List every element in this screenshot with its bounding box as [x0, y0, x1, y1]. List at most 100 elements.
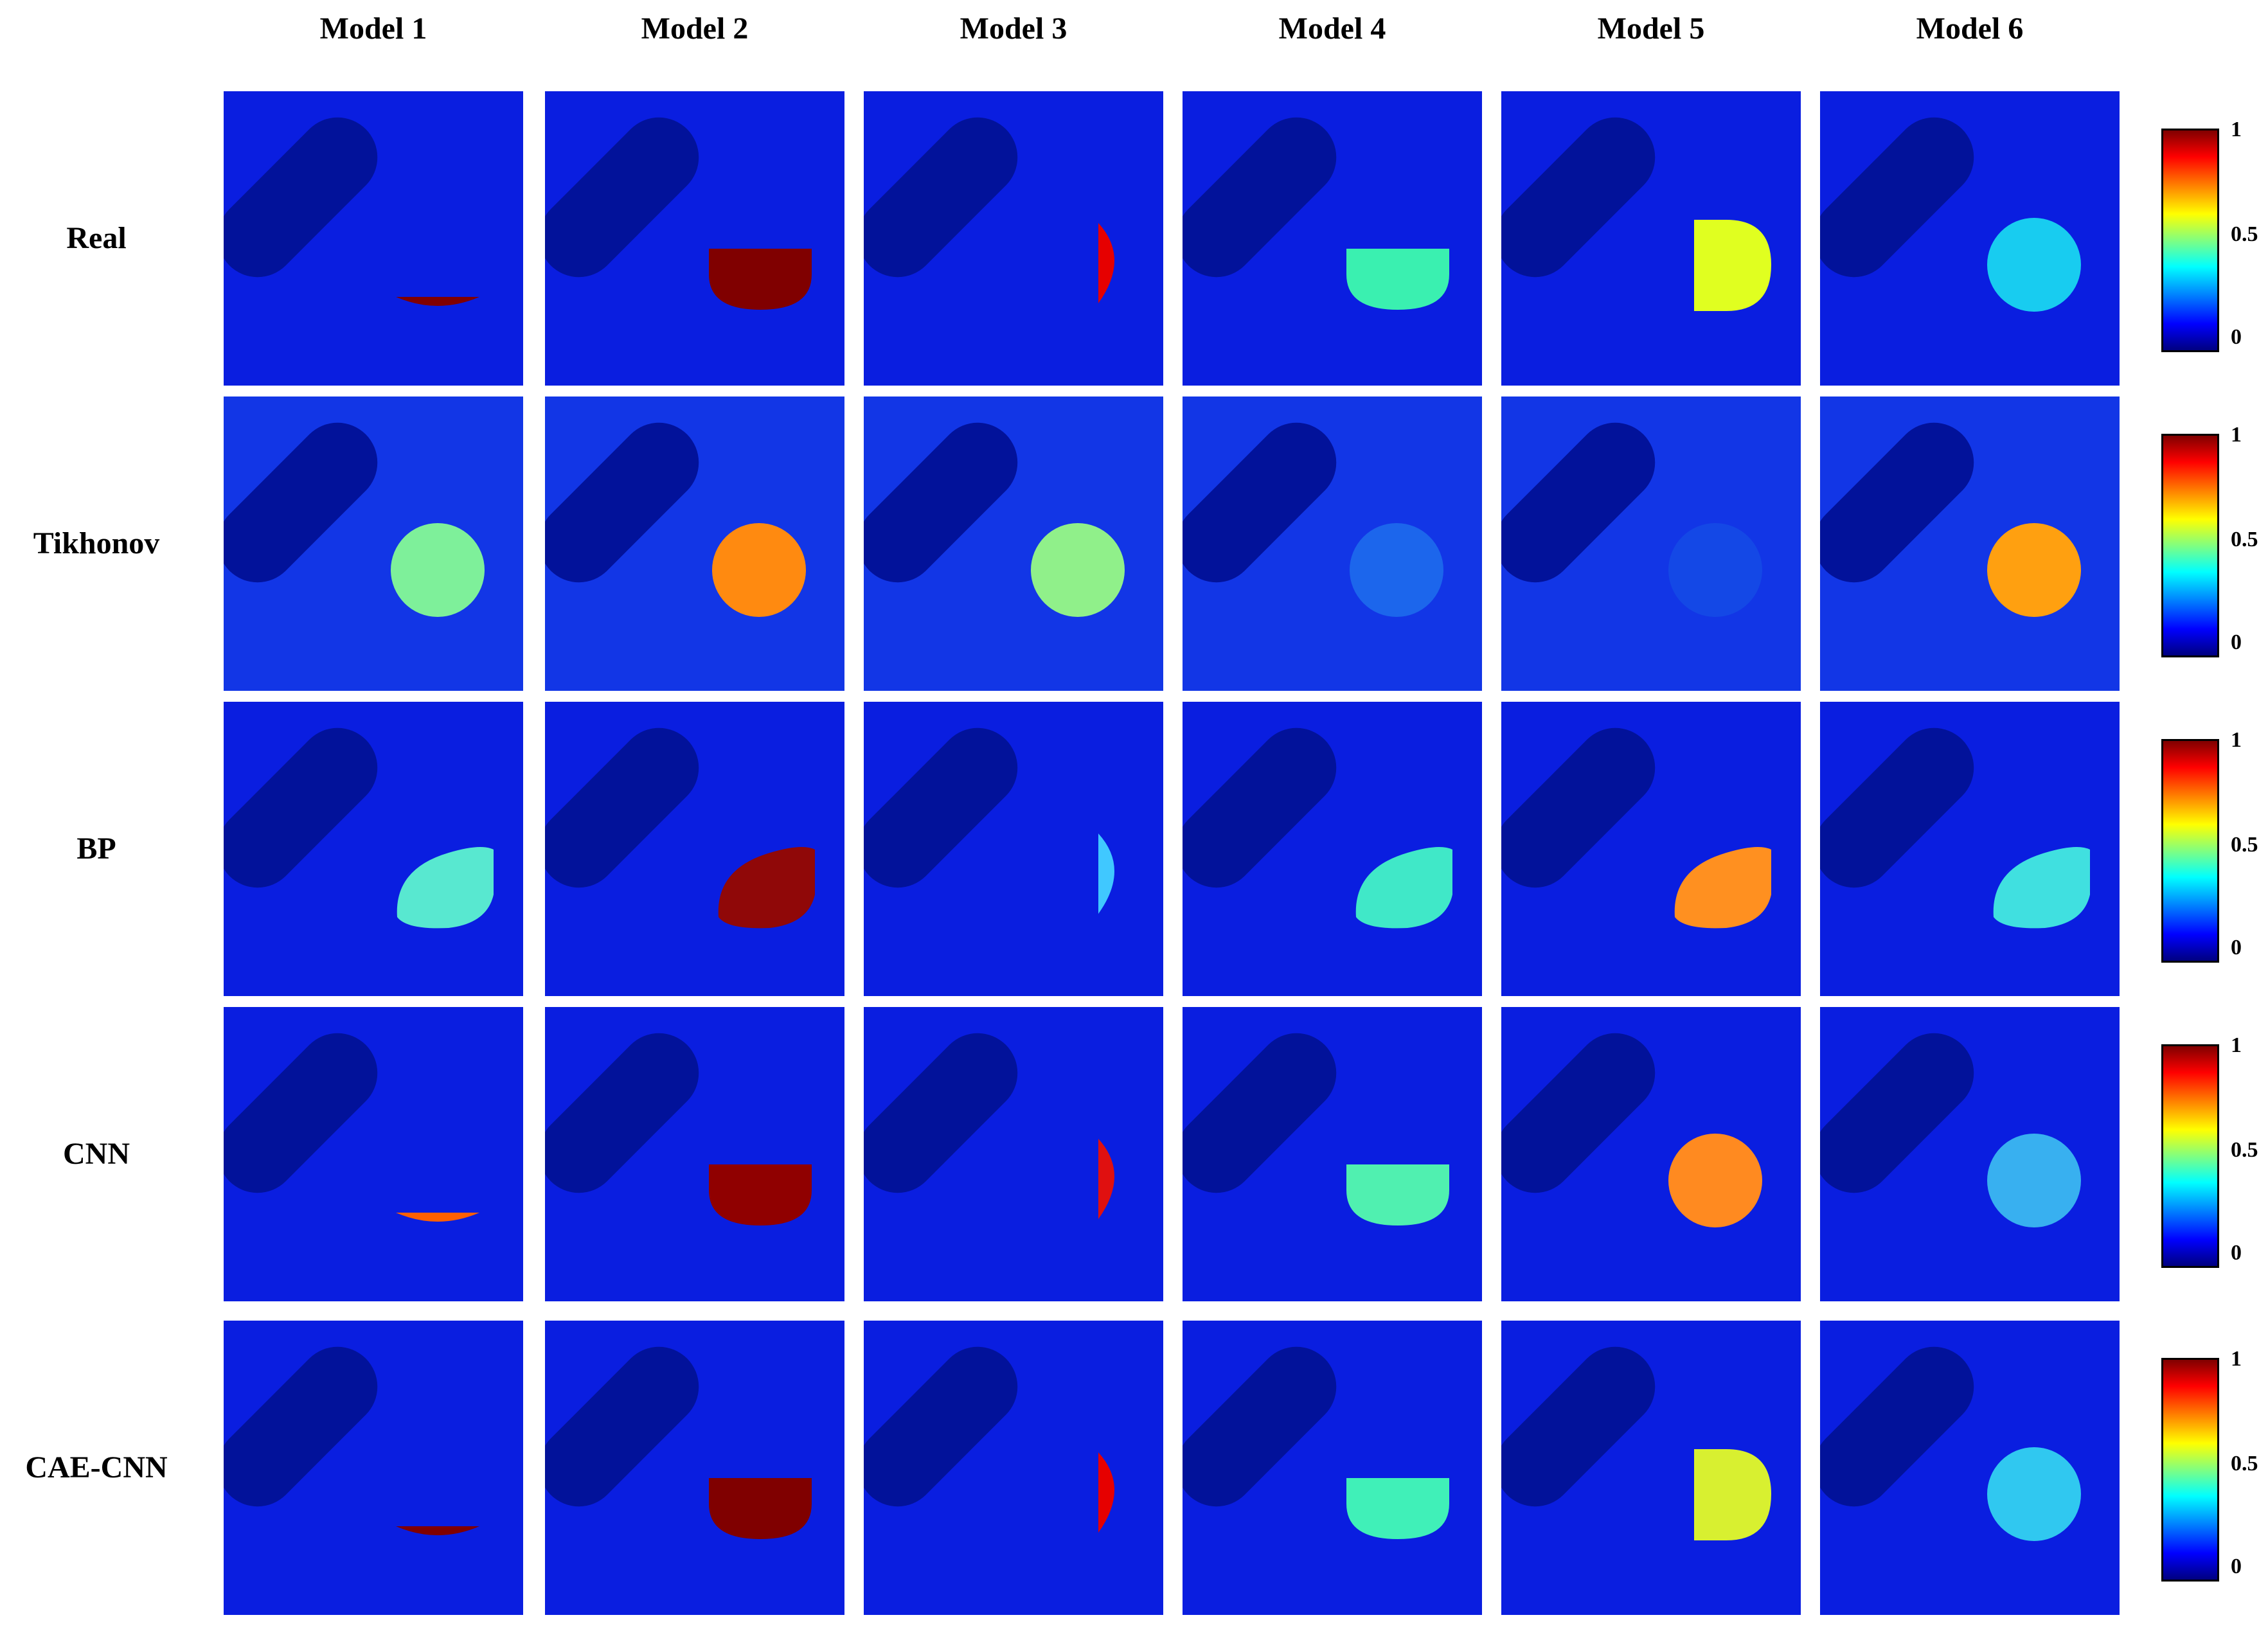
target-blob	[1668, 523, 1762, 617]
reconstruction-panel	[1501, 91, 1801, 386]
capsule-inclusion	[1501, 422, 1656, 583]
target-blob	[1098, 223, 1114, 303]
reconstruction-panel	[864, 397, 1163, 691]
capsule-inclusion	[1183, 117, 1337, 278]
reconstruction-panel	[1501, 1321, 1801, 1615]
reconstruction-panel	[864, 91, 1163, 386]
capsule-inclusion	[1183, 727, 1337, 888]
colorbar-tick-label: 1	[2231, 118, 2242, 141]
reconstruction-panel	[864, 1321, 1163, 1615]
target-blob	[1694, 220, 1771, 311]
reconstruction-panel	[1501, 397, 1801, 691]
column-header: Model 6	[1916, 12, 2024, 46]
reconstruction-panel	[1820, 1007, 2120, 1301]
target-blob	[1346, 1478, 1449, 1539]
reconstruction-panel	[1820, 397, 2120, 691]
capsule-inclusion	[1183, 1033, 1337, 1193]
capsule-inclusion	[1820, 727, 1974, 888]
target-blob	[1674, 847, 1771, 929]
colorbar-tick-label: 1	[2231, 1033, 2242, 1057]
reconstruction-panel	[1183, 397, 1482, 691]
colorbar-tick-label: 0.5	[2231, 833, 2258, 857]
colorbar-gradient	[2161, 1044, 2219, 1268]
reconstruction-panel	[864, 1007, 1163, 1301]
target-blob	[396, 1526, 479, 1535]
capsule-inclusion	[224, 727, 378, 888]
capsule-inclusion	[864, 1033, 1018, 1193]
capsule-inclusion	[545, 1346, 699, 1507]
reconstruction-panel	[1183, 1007, 1482, 1301]
target-blob	[1346, 249, 1449, 310]
colorbar-tick-label: 0	[2231, 630, 2242, 654]
colorbar-tick-label: 0	[2231, 1555, 2242, 1578]
colorbar-tick-label: 0	[2231, 936, 2242, 959]
capsule-inclusion	[864, 1346, 1018, 1507]
reconstruction-panel	[224, 397, 523, 691]
target-blob	[1987, 1447, 2081, 1541]
colorbar-tick-label: 1	[2231, 1347, 2242, 1371]
reconstruction-panel	[224, 91, 523, 386]
target-blob	[1987, 523, 2081, 617]
target-blob	[396, 297, 479, 306]
capsule-inclusion	[1820, 117, 1974, 278]
row-label: BP	[76, 832, 116, 866]
capsule-inclusion	[1501, 117, 1656, 278]
column-header: Model 4	[1278, 12, 1386, 46]
reconstruction-panel	[1820, 1321, 2120, 1615]
reconstruction-panel	[224, 1321, 523, 1615]
capsule-inclusion	[545, 727, 699, 888]
row-label: Real	[66, 221, 127, 255]
target-blob	[1993, 847, 2090, 929]
column-header: Model 1	[319, 12, 427, 46]
colorbar-tick-label: 0.5	[2231, 222, 2258, 246]
row-label: CAE-CNN	[25, 1450, 168, 1484]
column-header: Model 3	[960, 12, 1067, 46]
reconstruction-panel	[545, 702, 844, 996]
target-blob	[1098, 1139, 1114, 1219]
reconstruction-panel	[1501, 1007, 1801, 1301]
capsule-inclusion	[224, 1033, 378, 1193]
colorbar-tick-label: 0	[2231, 1241, 2242, 1265]
target-blob	[1350, 523, 1443, 617]
reconstruction-panel	[545, 91, 844, 386]
row-label: CNN	[63, 1137, 130, 1171]
reconstruction-panel	[1820, 702, 2120, 996]
column-header: Model 2	[641, 12, 749, 46]
colorbar-gradient	[2161, 1358, 2219, 1582]
target-blob	[397, 847, 494, 929]
target-blob	[1987, 1134, 2081, 1227]
target-blob	[1098, 833, 1114, 914]
colorbar-tick-label: 1	[2231, 728, 2242, 752]
target-blob	[709, 249, 812, 310]
target-blob	[396, 1213, 479, 1222]
target-blob	[1987, 218, 2081, 312]
target-blob	[709, 1478, 812, 1539]
target-blob	[1355, 847, 1452, 929]
capsule-inclusion	[1820, 1033, 1974, 1193]
row-label: Tikhonov	[33, 526, 160, 560]
capsule-inclusion	[1183, 422, 1337, 583]
target-blob	[1668, 1134, 1762, 1227]
capsule-inclusion	[1820, 422, 1974, 583]
colorbar-gradient	[2161, 129, 2219, 352]
capsule-inclusion	[1501, 1033, 1656, 1193]
capsule-inclusion	[1183, 1346, 1337, 1507]
capsule-inclusion	[545, 117, 699, 278]
capsule-inclusion	[545, 422, 699, 583]
reconstruction-panel	[224, 1007, 523, 1301]
capsule-inclusion	[864, 117, 1018, 278]
capsule-inclusion	[1820, 1346, 1974, 1507]
target-blob	[718, 847, 815, 929]
target-blob	[1346, 1164, 1449, 1225]
reconstruction-panel	[545, 397, 844, 691]
reconstruction-panel	[1183, 702, 1482, 996]
colorbar-tick-label: 0.5	[2231, 1452, 2258, 1475]
reconstruction-panel	[545, 1321, 844, 1615]
reconstruction-panel	[1820, 91, 2120, 386]
reconstruction-panel	[224, 702, 523, 996]
colorbar-gradient	[2161, 739, 2219, 963]
colorbar-tick-label: 0	[2231, 325, 2242, 349]
target-blob	[1031, 523, 1125, 617]
target-blob	[709, 1164, 812, 1225]
capsule-inclusion	[224, 117, 378, 278]
